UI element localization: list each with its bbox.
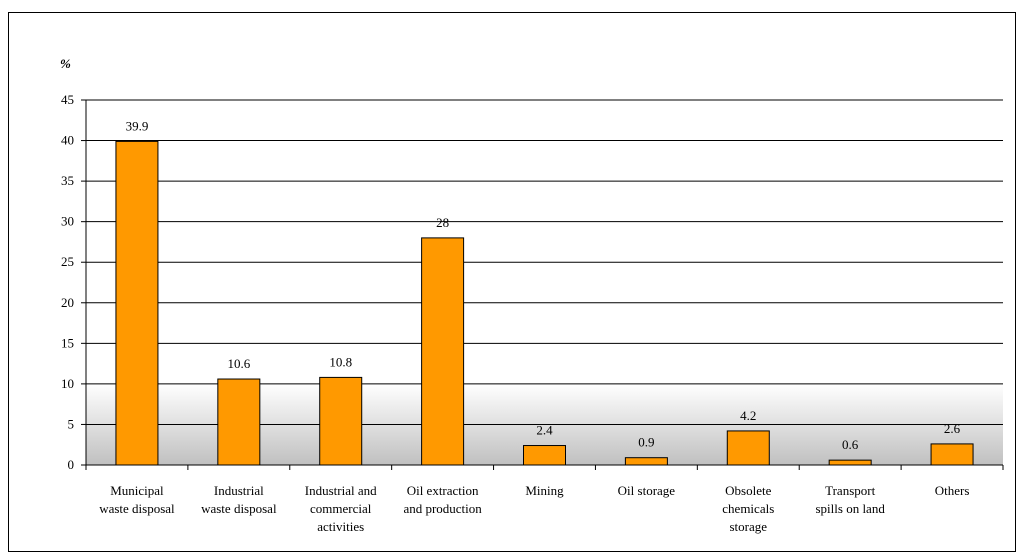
data-label: 2.4 <box>536 423 553 438</box>
y-tick-label: 25 <box>61 254 74 269</box>
x-category-label: Industrial and commercial activities <box>305 483 377 534</box>
data-label: 39.9 <box>126 118 149 133</box>
x-category-label-line: waste disposal <box>99 501 175 516</box>
y-tick-label: 0 <box>68 457 75 472</box>
bar <box>930 443 974 466</box>
bar <box>523 445 566 466</box>
x-category-label-line: activities <box>317 519 364 534</box>
x-category-label-line: spills on land <box>815 501 885 516</box>
bar <box>828 459 872 466</box>
x-category-label-line: Oil storage <box>618 483 676 498</box>
y-tick-label: 40 <box>61 133 74 148</box>
x-category-label: Industrial waste disposal <box>201 483 277 516</box>
x-category-label: Mining <box>525 483 564 498</box>
x-category-label-line: chemicals <box>722 501 774 516</box>
x-category-label-line: Industrial <box>214 483 264 498</box>
x-category-label-line: Others <box>935 483 970 498</box>
x-category-label-line: waste disposal <box>201 501 277 516</box>
bar <box>624 457 668 466</box>
x-category-label-line: Industrial and <box>305 483 377 498</box>
y-tick-label: 20 <box>61 295 74 310</box>
data-label: 28 <box>436 215 449 230</box>
data-label: 4.2 <box>740 408 756 423</box>
x-category-label: Transport spills on land <box>815 483 885 516</box>
y-tick-label: 35 <box>61 173 74 188</box>
y-tick-label: 45 <box>61 92 74 107</box>
bar <box>726 430 770 466</box>
bar <box>421 237 465 466</box>
y-tick-label: 15 <box>61 335 74 350</box>
y-tick-label: 30 <box>61 214 74 229</box>
x-category-label: Oil storage <box>618 483 676 498</box>
data-label: 0.9 <box>638 435 654 450</box>
x-category-label-line: Obsolete <box>725 483 771 498</box>
data-label: 10.8 <box>329 354 352 369</box>
x-category-label-line: commercial <box>310 501 372 516</box>
bar <box>217 378 261 466</box>
x-category-label-line: Oil extraction <box>407 483 479 498</box>
x-category-label: Municipal waste disposal <box>99 483 175 516</box>
x-category-label: Oil extraction and production <box>403 483 482 516</box>
y-axis-unit-label: % <box>60 56 71 71</box>
y-tick-label: 10 <box>61 376 74 391</box>
x-category-label-line: Transport <box>825 483 875 498</box>
x-category-label-line: and production <box>403 501 482 516</box>
bar <box>115 140 159 466</box>
x-category-label: Others <box>935 483 970 498</box>
x-category-label-line: storage <box>730 519 768 534</box>
y-tick-label: 5 <box>68 416 75 431</box>
data-label: 2.6 <box>944 421 961 436</box>
data-label: 10.6 <box>227 356 250 371</box>
x-category-label-line: Mining <box>525 483 564 498</box>
x-category-label: Obsolete chemicals storage <box>722 483 774 534</box>
x-category-label-line: Municipal <box>110 483 164 498</box>
bar <box>319 376 363 466</box>
data-label: 0.6 <box>842 437 859 452</box>
